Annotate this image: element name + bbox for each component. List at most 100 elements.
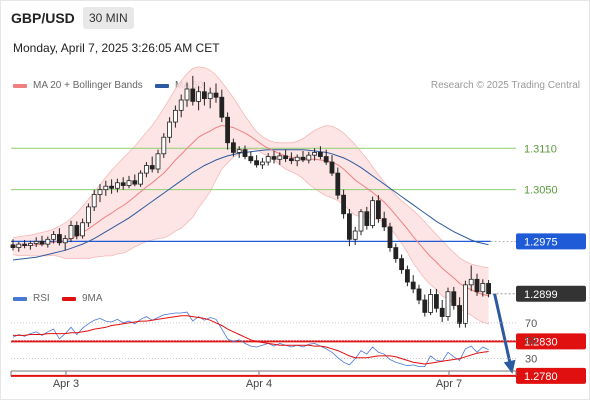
candle [219,89,225,123]
level-label: 1.3110 [524,143,557,155]
candle [486,280,492,298]
candle-body-down [341,194,347,215]
level-resistance-1-3110: 1.3110 [11,143,557,155]
candle-body-up [33,240,39,244]
ma50-line [12,149,489,261]
candle [196,86,202,111]
candle [294,154,300,167]
candle [143,162,149,178]
candle-body-down [399,258,405,271]
symbol-title: GBP/USD [11,10,75,26]
candle-body-down [190,88,196,102]
candle-body-up [51,234,56,240]
candle [161,133,167,158]
candle [375,195,381,223]
candle [22,240,28,249]
candle-body-down [317,152,323,157]
x-tick-label: Apr 7 [436,378,462,390]
candle-body-down [329,161,335,174]
candle [39,235,45,247]
candle [138,170,144,187]
candle [242,145,248,160]
candle-body-down [387,226,393,248]
candle [103,180,109,196]
candle-body-down [213,92,219,98]
candle-body-down [300,156,306,161]
candle [236,146,242,158]
timeframe-badge[interactable]: 30 MIN [83,7,134,29]
candle-body-down [57,234,62,244]
ma50-swatch [155,83,169,88]
bollinger-lower-line [12,148,489,325]
candle [410,275,416,294]
projection-arrow-shaft [493,293,514,373]
candle [155,149,161,174]
level-label-box [516,367,586,384]
candle [288,152,294,165]
candle-body-up [265,156,271,163]
candle-body-up [306,154,312,161]
candle [86,203,91,227]
rsi-tick-label: 50 [525,336,537,348]
candle [62,235,68,251]
candle [265,153,271,166]
candle-body-up [172,109,178,123]
candle-body-up [97,189,103,195]
candle [68,220,74,243]
candle-body-up [277,155,283,160]
candle-body-up [352,230,358,240]
candle-body-down [433,294,439,309]
candle-body-up [178,99,184,111]
candle [126,175,132,189]
level-label-box [516,333,586,350]
candle [341,189,347,219]
projection-arrow [493,293,516,374]
candle [91,189,97,212]
candle [45,236,51,248]
candle [462,280,468,328]
candle [115,178,120,193]
candle [283,149,289,163]
candle-body-up [155,153,161,170]
candle-body-up [126,180,132,186]
candle-body-up [143,165,149,174]
rsi-legend-label: RSI [33,293,50,304]
candle-body-down [201,91,207,100]
candle [225,112,231,150]
candle-body-down [271,156,277,160]
legend-rsi: RSI [13,293,50,304]
rsi-swatch [13,296,27,301]
legend-rsi-ma: 9MA [62,293,103,304]
candle-body-down [149,165,155,170]
level-label: 1.3050 [524,185,558,197]
candle [370,196,376,229]
candle-body-down [474,278,480,293]
ma20-line [13,124,489,297]
candle [254,155,260,168]
level-label: 1.2780 [524,371,558,383]
candle [97,184,103,203]
candle [404,265,410,287]
candle [167,117,173,143]
candle [109,179,114,194]
credit-text: Research © 2025 Trading Central [430,80,580,91]
ma20-legend-label: MA 20 + Bollinger Bands [33,80,143,91]
candle-body-down [486,283,492,295]
candle-body-up [312,152,318,156]
candle [184,82,190,107]
candle-body-down [230,142,236,153]
candle-body-up [91,194,97,208]
candle [248,151,254,164]
candle-body-up [80,222,85,237]
candle-body-down [283,155,289,160]
candle [306,151,312,164]
candle [120,177,126,190]
candle-body-down [393,247,399,260]
candle [201,82,207,106]
level-label: 1.2899 [524,289,558,301]
candle-body-down [242,149,248,157]
candle-body-up [196,91,202,102]
x-tick-label: Apr 4 [246,378,272,390]
ma20-swatch [13,83,27,88]
candle-body-up [86,206,91,224]
